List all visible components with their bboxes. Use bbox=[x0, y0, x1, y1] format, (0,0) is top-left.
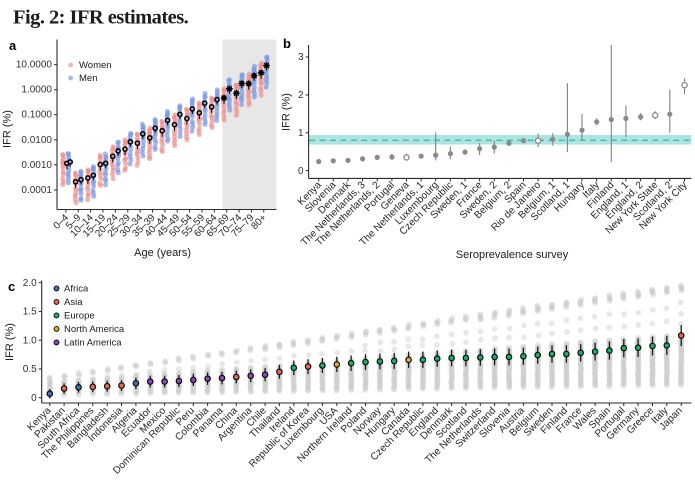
svg-text:0: 0 bbox=[298, 166, 304, 177]
svg-text:Seroprevalence survey: Seroprevalence survey bbox=[456, 249, 569, 261]
svg-text:10.0000: 10.0000 bbox=[16, 60, 53, 71]
svg-text:Fig. 2: IFR estimates.: Fig. 2: IFR estimates. bbox=[13, 7, 189, 29]
svg-text:b: b bbox=[283, 36, 291, 51]
svg-text:IFR (%): IFR (%) bbox=[281, 93, 293, 131]
svg-text:IFR (%): IFR (%) bbox=[4, 323, 16, 361]
svg-text:2: 2 bbox=[298, 90, 304, 101]
svg-text:0.0100: 0.0100 bbox=[21, 135, 52, 146]
svg-text:Asia: Asia bbox=[64, 297, 83, 308]
svg-text:Latin America: Latin America bbox=[64, 338, 122, 349]
svg-text:Africa: Africa bbox=[64, 284, 89, 295]
svg-text:1.5: 1.5 bbox=[23, 307, 37, 318]
svg-text:North America: North America bbox=[64, 324, 125, 335]
svg-text:Europe: Europe bbox=[64, 311, 95, 322]
svg-text:1.0: 1.0 bbox=[23, 335, 37, 346]
svg-text:Men: Men bbox=[79, 73, 97, 84]
svg-text:Women: Women bbox=[79, 60, 112, 71]
svg-text:2.0: 2.0 bbox=[23, 278, 37, 289]
svg-text:Age (years): Age (years) bbox=[134, 247, 191, 259]
svg-text:IFR (%): IFR (%) bbox=[2, 110, 14, 148]
svg-text:1: 1 bbox=[298, 128, 304, 139]
svg-text:3: 3 bbox=[298, 52, 304, 63]
svg-text:0.0010: 0.0010 bbox=[21, 160, 52, 171]
svg-text:0.5: 0.5 bbox=[23, 364, 37, 375]
svg-text:0.1000: 0.1000 bbox=[21, 110, 52, 121]
svg-text:0.0001: 0.0001 bbox=[21, 185, 52, 196]
svg-text:a: a bbox=[9, 38, 17, 53]
svg-text:0: 0 bbox=[31, 393, 37, 404]
svg-text:c: c bbox=[8, 279, 15, 294]
svg-text:1.0000: 1.0000 bbox=[21, 85, 52, 96]
